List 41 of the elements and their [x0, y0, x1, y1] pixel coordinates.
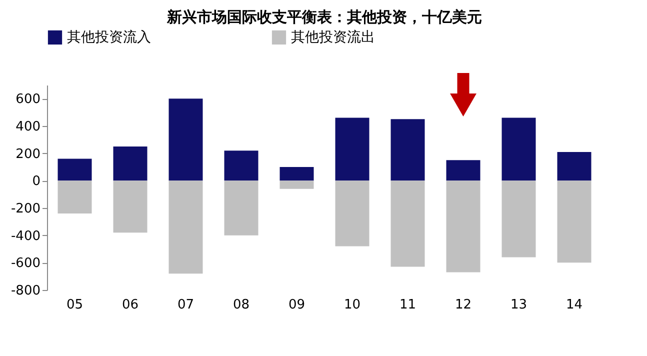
bar	[58, 180, 92, 214]
bar	[502, 180, 536, 258]
bar	[446, 160, 480, 181]
y-tick-label: -600	[10, 256, 40, 272]
bar	[113, 180, 148, 233]
y-tick-label: -800	[10, 284, 40, 298]
bar	[557, 180, 592, 263]
x-tick-label: 05	[66, 298, 84, 312]
x-tick-label: 10	[344, 298, 361, 312]
chart-title: 新兴市场国际收支平衡表：其他投资，十亿美元	[166, 8, 482, 26]
y-tick-label: 600	[16, 92, 40, 108]
bar	[224, 150, 258, 181]
bar	[557, 152, 592, 181]
bar	[390, 180, 425, 267]
x-tick-label: 06	[122, 298, 139, 312]
bar	[335, 118, 370, 181]
y-tick-label: -200	[10, 202, 40, 216]
x-tick-label: 13	[510, 298, 528, 312]
y-tick-label: -400	[10, 228, 40, 244]
legend-label: 其他投资流入	[67, 29, 151, 46]
legend-label: 其他投资流出	[291, 29, 375, 46]
y-tick-label: 0	[32, 174, 40, 190]
x-tick-label: 14	[566, 298, 583, 312]
bar	[446, 180, 480, 272]
x-tick-label: 12	[454, 298, 472, 312]
y-tick-label: 200	[16, 146, 40, 162]
x-tick-label: 08	[232, 298, 250, 312]
bar	[224, 180, 258, 236]
x-tick-label: 09	[288, 298, 306, 312]
bar	[168, 98, 203, 181]
x-tick-label: 11	[399, 298, 416, 312]
bar	[502, 118, 536, 181]
bar	[168, 180, 203, 274]
y-tick-label: 400	[16, 120, 40, 134]
x-tick-label: 07	[177, 298, 194, 312]
bar	[113, 146, 148, 181]
bar	[58, 158, 92, 181]
bar	[280, 180, 314, 189]
bar	[390, 119, 425, 181]
bar	[335, 180, 370, 246]
bar	[280, 167, 314, 181]
